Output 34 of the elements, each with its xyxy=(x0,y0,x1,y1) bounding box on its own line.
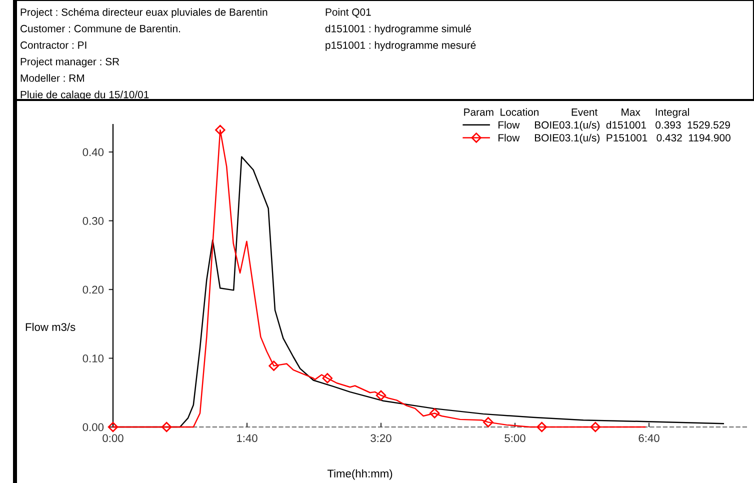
point xyxy=(108,422,118,432)
point xyxy=(268,360,279,371)
x-tick-label: 3:20 xyxy=(370,434,392,442)
text: Project : Schéma directeur euax pluviales de Barentin xyxy=(20,8,268,18)
point xyxy=(376,390,386,400)
y-tick-label: 0.10 xyxy=(82,354,104,362)
x-axis-title: Time(hh:mm) xyxy=(327,469,392,480)
text: Modeller : RM xyxy=(20,74,84,82)
text: Contractor : PI xyxy=(20,41,86,49)
text: Project manager : SR xyxy=(20,58,120,68)
x-tick-label: 6:40 xyxy=(638,434,660,442)
text: p151001 : hydrogramme mesuré xyxy=(326,41,476,51)
x-tick-label: 0:00 xyxy=(102,434,124,442)
legend-title: Param Location Event Max Integral xyxy=(464,108,689,118)
point xyxy=(536,422,547,432)
point xyxy=(429,408,440,418)
point xyxy=(215,124,226,136)
text: Pluie de calage du 15/10/01 xyxy=(20,90,149,100)
legend-label: Flow BOIE03.1(u/s) d151001 0.393 1529.529 xyxy=(498,121,730,131)
y-tick-label: 0.20 xyxy=(82,286,104,294)
legend-label: Flow BOIE03.1(u/s) P151001 0.432 1194.900 xyxy=(498,134,730,144)
y-tick-label: 0.40 xyxy=(82,148,104,156)
x-tick-label: 5:00 xyxy=(504,434,526,442)
y-tick-label: 0.00 xyxy=(82,423,104,432)
point xyxy=(483,417,494,428)
y-axis-title: Flow m3/s xyxy=(26,322,76,331)
text: d151001 : hydrogramme simulé xyxy=(325,24,472,34)
text: Customer : Commune de Barentin. xyxy=(20,24,180,32)
point xyxy=(322,373,333,384)
x-tick-label: 1:40 xyxy=(237,434,258,442)
y-tick-label: 0.30 xyxy=(82,217,104,225)
point xyxy=(161,422,172,432)
text: Point Q01 xyxy=(326,8,371,18)
point xyxy=(590,422,601,432)
